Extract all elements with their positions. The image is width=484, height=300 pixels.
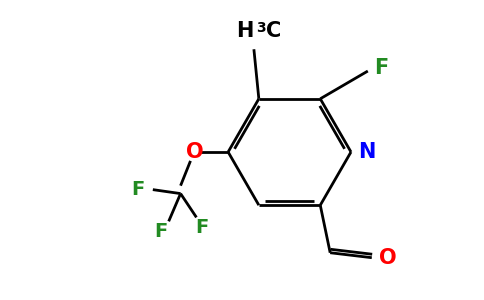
Text: F: F [196,218,209,237]
Text: F: F [374,58,388,78]
Text: H: H [237,21,254,41]
Text: C: C [266,21,281,41]
Text: 3: 3 [256,21,266,35]
Text: F: F [132,180,145,199]
Text: O: O [186,142,203,162]
Text: O: O [378,248,396,268]
Text: N: N [358,142,375,162]
Text: F: F [154,222,167,241]
